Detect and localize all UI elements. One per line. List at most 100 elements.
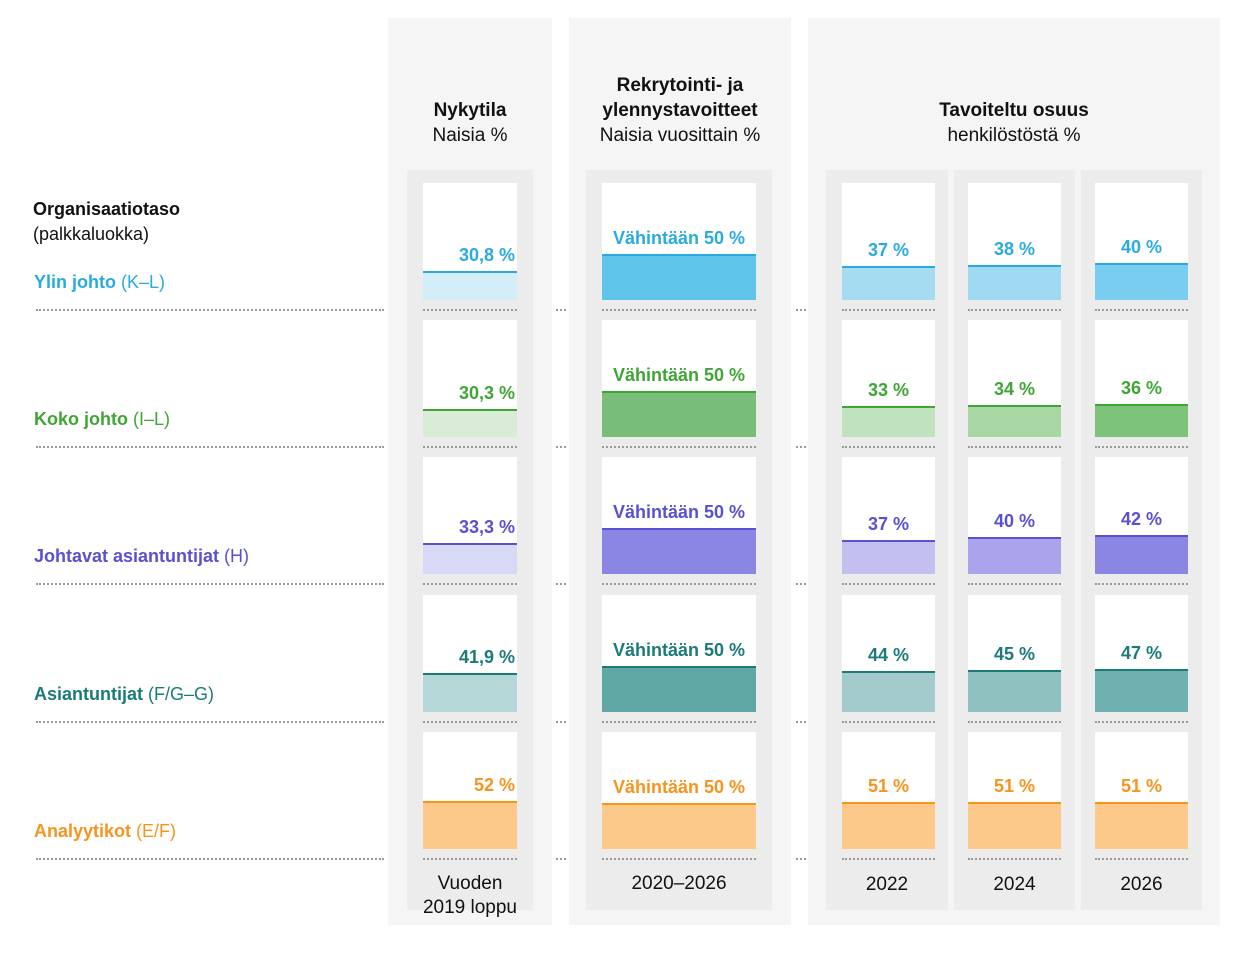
value-label-ylin-johto-current: 30,8 % — [458, 245, 515, 265]
row-separator — [1095, 858, 1188, 860]
row-separator — [796, 446, 806, 448]
value-label-johtavat-asiantuntijat-current: 33,3 % — [458, 517, 515, 537]
value-label-analyytikot-y2026: 51 % — [1120, 776, 1163, 796]
bar-asiantuntijat-current — [423, 674, 517, 712]
row-code: (F/G–G) — [143, 684, 215, 704]
bar-top-line — [1095, 404, 1188, 406]
bar-johtavat-asiantuntijat-recruit — [602, 529, 756, 574]
bar-top-line — [602, 666, 756, 668]
value-label-koko-johto-recruit: Vähintään 50 % — [612, 365, 746, 385]
header-current-title: Nykytila — [433, 100, 507, 121]
row-separator — [842, 721, 935, 723]
bar-top-line — [423, 801, 517, 803]
header-recruit-title-2: ylennystavoitteet — [602, 100, 758, 121]
row-name: Asiantuntijat — [34, 684, 144, 704]
cell-asiantuntijat-y2026: 47 % — [1095, 595, 1188, 712]
cell-ylin-johto-y2022: 37 % — [842, 183, 935, 300]
axis-title-main: Organisaatiotaso — [33, 199, 181, 219]
value-label-ylin-johto-y2026: 40 % — [1120, 237, 1163, 257]
bar-top-line — [423, 409, 517, 411]
cell-koko-johto-y2024: 34 % — [968, 320, 1061, 437]
row-code: (E/F) — [131, 821, 177, 841]
bar-analyytikot-y2022 — [842, 803, 935, 849]
value-label-ylin-johto-y2024: 38 % — [993, 239, 1036, 259]
footer-current-line2: 2019 loppu — [422, 897, 518, 918]
row-name: Ylin johto — [34, 272, 116, 292]
row-code: (I–L) — [127, 409, 170, 429]
footer-2022: 2022 — [865, 874, 909, 895]
bar-koko-johto-y2026 — [1095, 405, 1188, 437]
value-label-asiantuntijat-y2024: 45 % — [993, 644, 1036, 664]
bar-top-line — [602, 803, 756, 805]
value-label-analyytikot-y2024: 51 % — [993, 776, 1036, 796]
row-separator — [423, 721, 517, 723]
cell-johtavat-asiantuntijat-current: 33,3 % — [423, 457, 517, 574]
bar-koko-johto-y2022 — [842, 407, 935, 437]
cell-analyytikot-recruit: Vähintään 50 % — [602, 732, 756, 849]
header-current-subtitle: Naisia % — [432, 125, 508, 146]
bar-top-line — [1095, 669, 1188, 671]
row-separator — [842, 858, 935, 860]
row-label-johtavat-asiantuntijat: Johtavat asiantuntijat (H) — [34, 546, 249, 567]
bar-analyytikot-y2026 — [1095, 803, 1188, 849]
bar-top-line — [423, 673, 517, 675]
bar-koko-johto-current — [423, 410, 517, 437]
cell-koko-johto-recruit: Vähintään 50 % — [602, 320, 756, 437]
row-name: Koko johto — [34, 409, 128, 429]
row-separator — [968, 858, 1061, 860]
row-separator — [1095, 721, 1188, 723]
header-current: Nykytila Naisia % — [388, 98, 552, 148]
bar-top-line — [602, 391, 756, 393]
value-label-analyytikot-current: 52 % — [473, 775, 515, 795]
bar-top-line — [968, 802, 1061, 804]
bar-top-line — [423, 543, 517, 545]
row-name: Analyytikot — [34, 821, 132, 841]
value-label-johtavat-asiantuntijat-recruit: Vähintään 50 % — [612, 502, 746, 522]
cell-johtavat-asiantuntijat-y2026: 42 % — [1095, 457, 1188, 574]
bar-top-line — [1095, 263, 1188, 265]
bar-ylin-johto-y2026 — [1095, 264, 1188, 300]
bar-top-line — [968, 265, 1061, 267]
bar-asiantuntijat-y2026 — [1095, 670, 1188, 712]
cell-analyytikot-current: 52 % — [423, 732, 517, 849]
cell-analyytikot-y2022: 51 % — [842, 732, 935, 849]
bar-top-line — [842, 406, 935, 408]
row-name: Johtavat asiantuntijat — [34, 546, 220, 566]
row-separator — [968, 309, 1061, 311]
row-separator — [556, 309, 566, 311]
bar-asiantuntijat-y2024 — [968, 671, 1061, 712]
row-label-asiantuntijat: Asiantuntijat (F/G–G) — [34, 684, 214, 705]
footer-current-line1: Vuoden — [437, 873, 503, 894]
row-label-koko-johto: Koko johto (I–L) — [34, 409, 170, 430]
bar-top-line — [423, 271, 517, 273]
bar-top-line — [968, 537, 1061, 539]
cell-ylin-johto-y2026: 40 % — [1095, 183, 1188, 300]
row-separator — [556, 721, 566, 723]
row-separator — [842, 446, 935, 448]
bar-asiantuntijat-y2022 — [842, 672, 935, 712]
bar-top-line — [968, 405, 1061, 407]
row-separator — [968, 583, 1061, 585]
row-separator — [556, 446, 566, 448]
row-label-analyytikot: Analyytikot (E/F) — [34, 821, 176, 842]
row-separator — [556, 858, 566, 860]
bar-top-line — [842, 802, 935, 804]
cell-ylin-johto-recruit: Vähintään 50 % — [602, 183, 756, 300]
header-recruit-title-1: Rekrytointi- ja — [616, 75, 744, 96]
value-label-johtavat-asiantuntijat-y2022: 37 % — [867, 514, 910, 534]
row-separator — [36, 309, 384, 311]
value-label-asiantuntijat-y2026: 47 % — [1120, 643, 1163, 663]
row-separator — [602, 858, 756, 860]
bar-johtavat-asiantuntijat-current — [423, 544, 517, 574]
cell-johtavat-asiantuntijat-recruit: Vähintään 50 % — [602, 457, 756, 574]
header-target-subtitle: henkilöstöstä % — [947, 125, 1081, 146]
row-separator — [423, 446, 517, 448]
row-code: (H) — [219, 546, 250, 566]
value-label-analyytikot-recruit: Vähintään 50 % — [612, 777, 746, 797]
header-target-title: Tavoiteltu osuus — [939, 100, 1089, 121]
row-separator — [423, 309, 517, 311]
bar-johtavat-asiantuntijat-y2022 — [842, 541, 935, 574]
cell-johtavat-asiantuntijat-y2022: 37 % — [842, 457, 935, 574]
cell-analyytikot-y2026: 51 % — [1095, 732, 1188, 849]
row-separator — [842, 583, 935, 585]
